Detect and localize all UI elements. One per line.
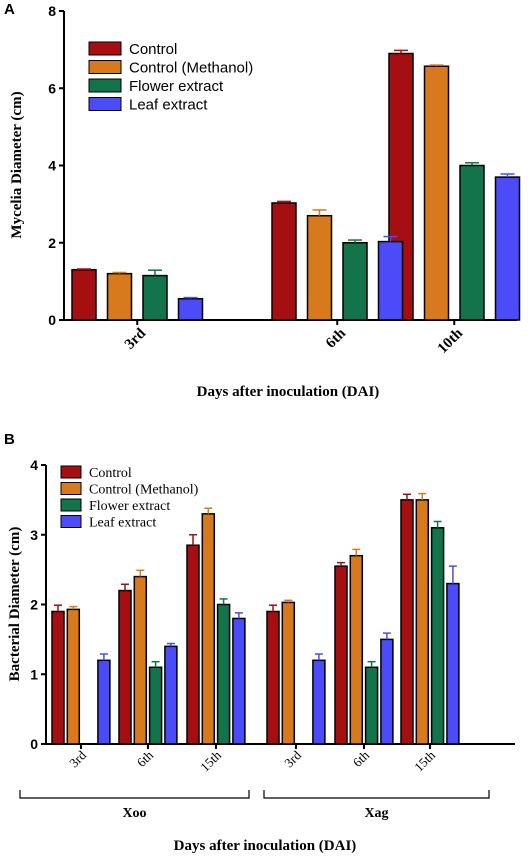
panel-a-legend-swatch: [88, 60, 122, 74]
panel-a-legend-swatch: [88, 78, 122, 93]
panel-b-bar: [66, 608, 81, 745]
panel-a-legend-swatch: [88, 97, 122, 111]
panel-b-bar: [164, 645, 178, 745]
panel-b-y-tick-label: 1: [30, 666, 38, 682]
panel-b-bar: [51, 610, 65, 745]
panel-b-label: B: [4, 431, 15, 448]
panel-b-legend: Control Control (Methanol)Flower extract L…: [60, 465, 199, 531]
panel-a-legend-swatch: [88, 41, 122, 56]
panel-b-y-tick-label: 0: [30, 736, 38, 752]
panel-b-legend-swatch: [60, 498, 82, 512]
panel-a-bar: [71, 269, 97, 321]
panel-b-bar: [97, 659, 111, 745]
panel-a: A Mycelia Diameter (cm) Days after inocu…: [4, 1, 521, 400]
panel-b-legend-swatch: [60, 482, 82, 495]
panel-b-category-label: 6th: [134, 747, 157, 770]
panel-b-legend-label: Control (Methanol): [89, 483, 199, 498]
panel-a-bar: [459, 164, 485, 321]
panel-b-bar: [364, 666, 379, 745]
panel-b-y-tick-label: 2: [30, 597, 38, 613]
panel-b-category-label: 15th: [197, 747, 224, 774]
panel-b-bar: [380, 638, 394, 745]
panel-a-bar: [342, 242, 368, 321]
panel-b-legend-swatch: [60, 465, 82, 479]
panel-b-category-label: 6th: [350, 747, 373, 770]
panel-b-legend-label: Leaf extract: [89, 516, 156, 531]
panel-a-legend-label: Control (Methanol): [129, 60, 253, 77]
panel-a-bar: [106, 272, 133, 321]
panel-b-bar: [216, 603, 231, 745]
panel-b-x-axis-label: Days after inoculation (DAI): [174, 838, 357, 854]
panel-b-group-bracket: [19, 790, 250, 799]
panel-a-legend: Control Control (Methanol)Flower extract L…: [88, 41, 253, 114]
panel-a-category-label: 6th: [323, 325, 350, 352]
panel-b-bar: [266, 610, 280, 745]
panel-a-category-label: 3rd: [122, 325, 150, 353]
panel-b-bar: [312, 659, 326, 745]
panel-b-category-label: 3rd: [281, 747, 304, 770]
panel-a-bar: [423, 65, 450, 321]
panel-b-group-bracket: [263, 790, 490, 799]
panel-a-bar: [271, 202, 297, 321]
panel-b-bar: [430, 527, 445, 745]
panel-a-bar: [494, 176, 521, 321]
panel-a-bar: [142, 274, 168, 321]
panel-a-y-tick-label: 8: [48, 3, 56, 19]
panel-b-bar: [415, 499, 430, 745]
panel-b-y-tick-label: 4: [30, 457, 38, 473]
panel-b-bar: [400, 499, 414, 745]
panel-a-legend-label: Leaf extract: [129, 97, 208, 114]
panel-a-category-label: 10th: [435, 325, 467, 357]
panel-b-bar: [118, 589, 132, 745]
panel-b-group-label: Xoo: [122, 806, 146, 821]
panel-a-label: A: [4, 1, 15, 18]
panel-b-y-axis-label: Bacterial Diameter (cm): [7, 527, 23, 682]
panel-a-x-axis-label: Days after inoculation (DAI): [197, 384, 380, 400]
panel-b: B Bacterial Diameter (cm) Days after ino…: [4, 431, 515, 854]
panel-a-legend-label: Control: [129, 41, 177, 58]
panel-b-bar: [349, 554, 364, 745]
panel-b-bar: [281, 601, 296, 745]
panel-b-bar: [446, 582, 460, 745]
panel-b-category-label: 3rd: [66, 747, 89, 770]
panel-a-y-axis-label: Mycelia Diameter (cm): [9, 91, 25, 238]
panel-b-legend-swatch: [60, 515, 82, 528]
panel-a-legend-label: Flower extract: [129, 78, 224, 95]
panel-b-group-label: Xag: [364, 806, 388, 821]
panel-b-bar: [133, 575, 148, 745]
panel-b-bar: [186, 544, 200, 745]
panel-a-y-tick-label: 2: [48, 235, 56, 251]
panel-b-y-tick-label: 3: [30, 527, 38, 543]
panel-b-bar: [334, 565, 348, 745]
panel-b-legend-label: Control: [89, 466, 132, 481]
panel-a-y-tick-label: 0: [48, 312, 56, 328]
panel-b-bar: [232, 617, 246, 745]
panel-a-y-tick-label: 4: [48, 158, 56, 174]
panel-a-y-tick-label: 6: [48, 80, 56, 96]
panel-a-bar: [306, 214, 333, 321]
panel-b-category-label: 15th: [411, 747, 438, 774]
panel-b-bar: [201, 513, 216, 745]
panel-b-legend-label: Flower extract: [89, 499, 170, 514]
panel-a-bar: [177, 298, 204, 321]
panel-b-bar: [148, 666, 163, 745]
panel-a-bar: [377, 240, 404, 321]
